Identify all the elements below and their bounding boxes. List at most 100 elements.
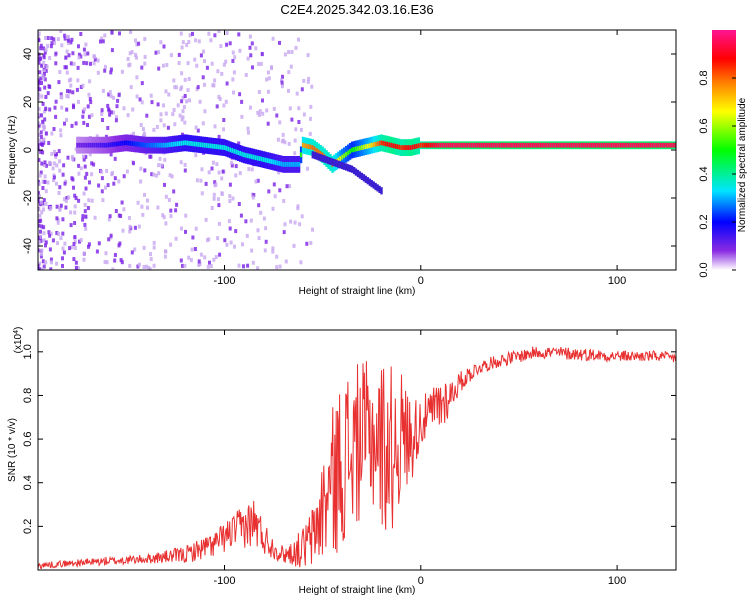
noise-speckle (39, 170, 43, 175)
colorbar-tick-label: 0.8 (698, 70, 710, 85)
noise-speckle (109, 152, 113, 157)
noise-speckle (142, 245, 146, 250)
noise-speckle (63, 65, 67, 70)
ridge-core (657, 142, 660, 148)
ridge-core (190, 141, 193, 146)
noise-speckle (283, 140, 287, 145)
ridge-core (211, 143, 214, 149)
noise-speckle (106, 183, 110, 188)
noise-speckle (306, 79, 310, 84)
noise-speckle (157, 171, 161, 176)
ridge-core (645, 142, 648, 148)
noise-speckle (38, 87, 42, 92)
ridge-core (410, 145, 412, 150)
noise-speckle (47, 84, 51, 89)
noise-speckle (176, 103, 180, 108)
noise-speckle (79, 238, 83, 243)
noise-speckle (77, 171, 81, 176)
branch-mark (352, 167, 356, 175)
noise-speckle (257, 236, 261, 241)
noise-speckle (55, 261, 59, 266)
noise-speckle (107, 217, 111, 222)
noise-speckle (74, 265, 78, 270)
noise-speckle (71, 90, 75, 95)
noise-speckle (190, 247, 194, 252)
noise-speckle (76, 65, 80, 70)
noise-speckle (202, 49, 205, 54)
noise-speckle (42, 163, 46, 167)
noise-speckle (88, 97, 92, 101)
noise-speckle (68, 246, 72, 251)
noise-speckle (69, 223, 73, 228)
noise-speckle (122, 106, 126, 111)
noise-speckle (245, 233, 249, 238)
noise-speckle (132, 131, 135, 136)
noise-speckle (48, 107, 52, 112)
noise-speckle (54, 51, 58, 56)
ridge-core (596, 142, 599, 148)
noise-speckle (256, 266, 260, 270)
noise-speckle (46, 91, 50, 96)
noise-speckle (72, 185, 75, 190)
noise-speckle (40, 248, 44, 253)
ridge-core (565, 142, 568, 148)
noise-speckle (178, 113, 182, 118)
noise-speckle (63, 181, 67, 186)
branch-mark (331, 158, 334, 166)
branch-mark (380, 187, 383, 195)
noise-speckle (66, 89, 69, 94)
ridge-core (88, 142, 90, 148)
noise-speckle (65, 196, 69, 200)
noise-speckle (217, 170, 221, 175)
ridge-core (625, 142, 628, 148)
noise-speckle (285, 184, 289, 189)
noise-speckle (132, 161, 135, 166)
noise-speckle (150, 100, 154, 105)
noise-speckle (52, 161, 56, 166)
ridge-core (213, 144, 216, 149)
ridge-core (525, 142, 528, 148)
noise-speckle (84, 186, 88, 191)
noise-speckle (56, 220, 60, 225)
noise-speckle (52, 127, 56, 131)
noise-speckle (50, 151, 54, 156)
ridge-core (307, 144, 310, 149)
noise-speckle (84, 154, 88, 159)
noise-speckle (106, 126, 110, 130)
noise-speckle (179, 258, 183, 263)
noise-speckle (242, 264, 245, 269)
noise-speckle (59, 236, 63, 241)
noise-speckle (224, 99, 228, 104)
ridge-core (451, 142, 454, 148)
noise-speckle (262, 216, 266, 221)
ridge-core (435, 142, 438, 148)
branch-mark (362, 174, 366, 182)
noise-speckle (273, 194, 277, 199)
noise-speckle (58, 185, 62, 190)
noise-speckle (283, 222, 287, 227)
noise-speckle (41, 101, 45, 106)
noise-speckle (58, 159, 62, 164)
noise-speckle (109, 70, 113, 75)
noise-speckle (216, 236, 220, 241)
branch-mark (313, 151, 316, 160)
noise-speckle (306, 53, 310, 58)
noise-speckle (142, 265, 146, 269)
noise-speckle (55, 231, 59, 235)
noise-speckle (237, 141, 241, 146)
noise-speckle (167, 198, 171, 202)
snr-y-tick-label: 1.0 (22, 344, 34, 359)
ridge-core (386, 141, 389, 147)
noise-speckle (61, 172, 65, 177)
noise-speckle (185, 99, 188, 104)
noise-speckle (157, 163, 161, 168)
ridge-core (296, 162, 299, 167)
noise-speckle (138, 97, 142, 102)
noise-speckle (48, 233, 52, 238)
noise-speckle (257, 203, 261, 208)
ridge-core (411, 144, 414, 150)
noise-speckle (95, 249, 99, 254)
noise-speckle (183, 263, 187, 268)
ridge-core (510, 142, 513, 148)
ridge-core (254, 155, 257, 161)
